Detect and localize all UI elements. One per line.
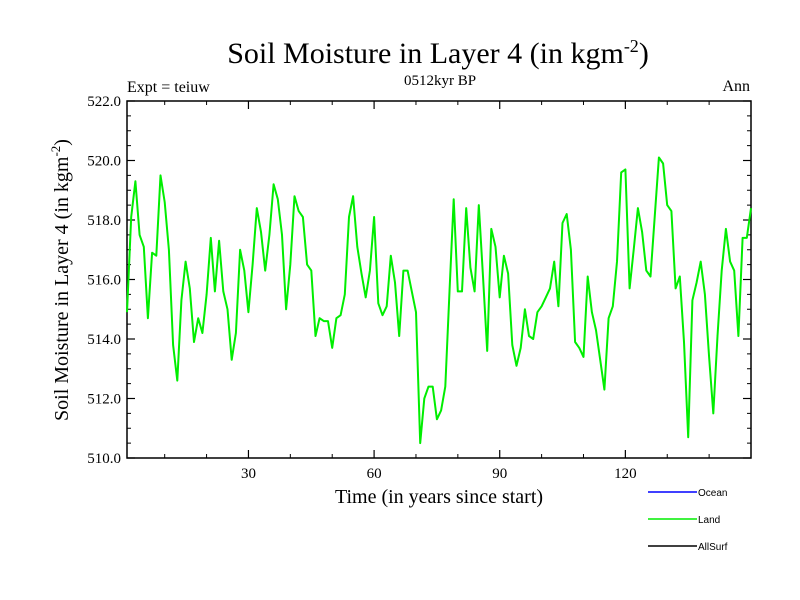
x-tick-label: 120 [614,466,637,482]
plot-frame [126,100,752,459]
chart-title: Soil Moisture in Layer 4 (in kgm-2) [227,36,649,70]
x-tick-label: 60 [367,466,382,482]
legend-label-allsurf: AllSurf [698,542,728,553]
legend: Ocean Land AllSurf [648,488,728,553]
series-line-land [126,156,752,445]
y-tick-label: 510.0 [87,451,121,467]
x-axis-label: Time (in years since start) [335,486,543,508]
y-axis-label: Soil Moisture in Layer 4 (in kgm-2) [48,139,73,421]
y-tick-label: 514.0 [87,332,121,348]
y-tick-label: 522.0 [87,94,121,110]
y-tick-label: 520.0 [87,154,121,170]
x-tick-label: 30 [241,466,256,482]
legend-label-ocean: Ocean [698,488,727,499]
legend-label-land: Land [698,515,720,526]
chart-subtitle: 0512kyr BP [404,73,476,89]
x-axis: 30 60 90 120 [164,101,752,482]
season-label: Ann [722,78,750,95]
series-group [126,156,752,445]
experiment-label: Expt = teiuw [127,79,210,96]
y-tick-label: 516.0 [87,273,121,289]
x-tick-label: 90 [492,466,507,482]
y-axis: 510.0 512.0 514.0 516.0 518.0 520.0 522.0 [87,94,751,467]
y-tick-label: 518.0 [87,213,121,229]
y-tick-label: 512.0 [87,392,121,408]
